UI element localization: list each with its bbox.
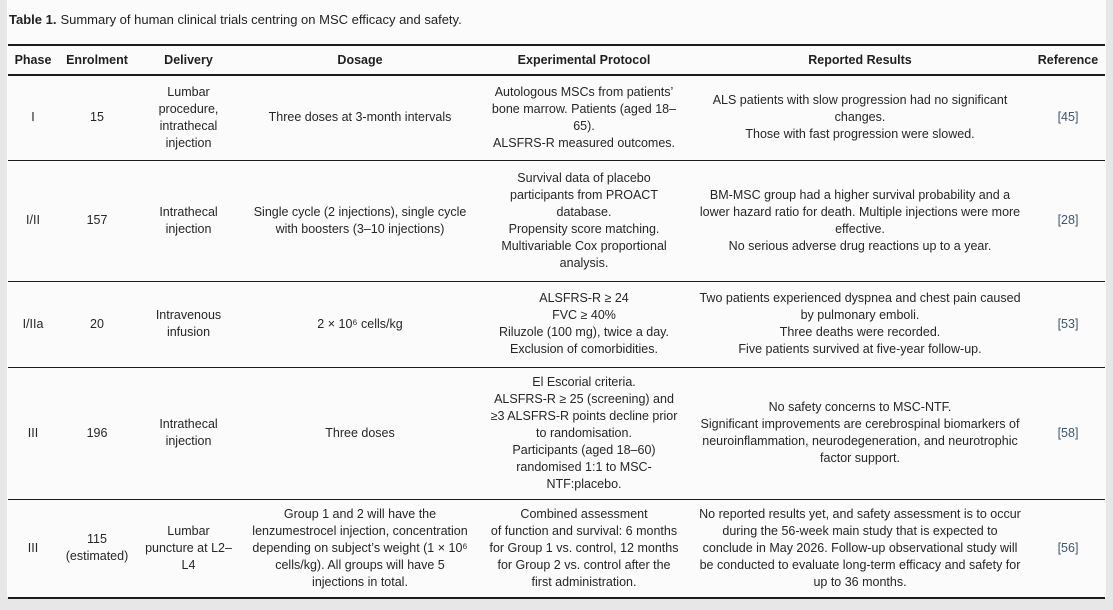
cell-dosage: Three doses at 3-month intervals bbox=[241, 75, 479, 161]
header-delivery: Delivery bbox=[136, 45, 241, 76]
cell-phase: III bbox=[27, 540, 39, 555]
cell-dosage: 2 × 10⁶ cells/kg bbox=[241, 281, 479, 368]
cell-reported-results: Two patients experienced dyspnea and che… bbox=[689, 281, 1031, 368]
cell-enrolment: 15 bbox=[58, 75, 136, 161]
cell-reference: [53] bbox=[1031, 281, 1105, 368]
table-row: III 115 (estimated) Lumbar puncture at L… bbox=[8, 499, 1105, 598]
page-panel: Table 1. Summary of human clinical trials… bbox=[7, 0, 1106, 599]
cell-delivery: Intravenous infusion bbox=[136, 281, 241, 368]
cell-reported-results: BM-MSC group had a higher survival proba… bbox=[689, 160, 1031, 282]
table-row: I/IIa 20 Intravenous infusion 2 × 10⁶ ce… bbox=[8, 281, 1105, 368]
reference-link[interactable]: [53] bbox=[1057, 316, 1079, 331]
reference-link[interactable]: [28] bbox=[1057, 213, 1079, 227]
cell-reference: [56] bbox=[1031, 499, 1105, 598]
cell-enrolment: 20 bbox=[58, 281, 136, 368]
reference-link[interactable]: [45] bbox=[1057, 110, 1079, 125]
header-experimental-protocol: Experimental Protocol bbox=[479, 45, 689, 76]
cell-reported-results: No reported results yet, and safety asse… bbox=[699, 506, 1021, 589]
table-caption: Table 1. Summary of human clinical trials… bbox=[7, 0, 1106, 28]
cell-experimental-protocol: Combined assessment of function and surv… bbox=[489, 506, 679, 589]
cell-delivery: Lumbar procedure, intrathecal injection bbox=[136, 75, 241, 161]
table-row: I/II 157 Intrathecal injection Single cy… bbox=[8, 160, 1105, 282]
header-reported-results: Reported Results bbox=[689, 45, 1031, 76]
cell-phase: I/II bbox=[8, 160, 58, 282]
caption-text: Summary of human clinical trials centrin… bbox=[60, 12, 462, 27]
header-phase: Phase bbox=[8, 45, 58, 76]
cell-reported-results: ALS patients with slow progression had n… bbox=[689, 75, 1031, 161]
cell-delivery: Lumbar puncture at L2–L4 bbox=[145, 523, 232, 572]
cell-experimental-protocol: El Escorial criteria. ALSFRS-R ≥ 25 (scr… bbox=[479, 367, 689, 500]
header-reference: Reference bbox=[1031, 45, 1105, 76]
cell-phase: I/IIa bbox=[8, 281, 58, 368]
table-header-row: Phase Enrolment Delivery Dosage Experime… bbox=[8, 45, 1105, 76]
cell-experimental-protocol: Survival data of placebo participants fr… bbox=[479, 160, 689, 282]
cell-enrolment: 196 bbox=[58, 367, 136, 500]
table-row: III 196 Intrathecal injection Three dose… bbox=[8, 367, 1105, 500]
cell-delivery: Intrathecal injection bbox=[136, 367, 241, 500]
cell-enrolment: 115 (estimated) bbox=[65, 532, 129, 563]
cell-enrolment: 157 bbox=[58, 160, 136, 282]
table-row: I 15 Lumbar procedure, intrathecal injec… bbox=[8, 75, 1105, 161]
cell-phase: III bbox=[8, 367, 58, 500]
cell-reported-results: No safety concerns to MSC-NTF. Significa… bbox=[689, 367, 1031, 500]
cell-reference: [45] bbox=[1031, 75, 1105, 161]
cell-dosage: Single cycle (2 injections), single cycl… bbox=[241, 160, 479, 282]
header-enrolment: Enrolment bbox=[58, 45, 136, 76]
cell-reference: [58] bbox=[1031, 367, 1105, 500]
reference-link[interactable]: [56] bbox=[1057, 540, 1079, 555]
cell-experimental-protocol: ALSFRS-R ≥ 24 FVC ≥ 40% Riluzole (100 mg… bbox=[479, 281, 689, 368]
cell-experimental-protocol: Autologous MSCs from patients’ bone marr… bbox=[479, 75, 689, 161]
cell-reference: [28] bbox=[1031, 160, 1105, 282]
header-dosage: Dosage bbox=[241, 45, 479, 76]
cell-phase: I bbox=[8, 75, 58, 161]
clinical-trials-table: Phase Enrolment Delivery Dosage Experime… bbox=[8, 44, 1105, 599]
cell-dosage: Three doses bbox=[241, 367, 479, 500]
cell-dosage: Group 1 and 2 will have the lenzumestroc… bbox=[252, 506, 468, 589]
caption-label: Table 1. bbox=[9, 12, 57, 27]
reference-link[interactable]: [58] bbox=[1057, 425, 1079, 440]
cell-delivery: Intrathecal injection bbox=[136, 160, 241, 282]
